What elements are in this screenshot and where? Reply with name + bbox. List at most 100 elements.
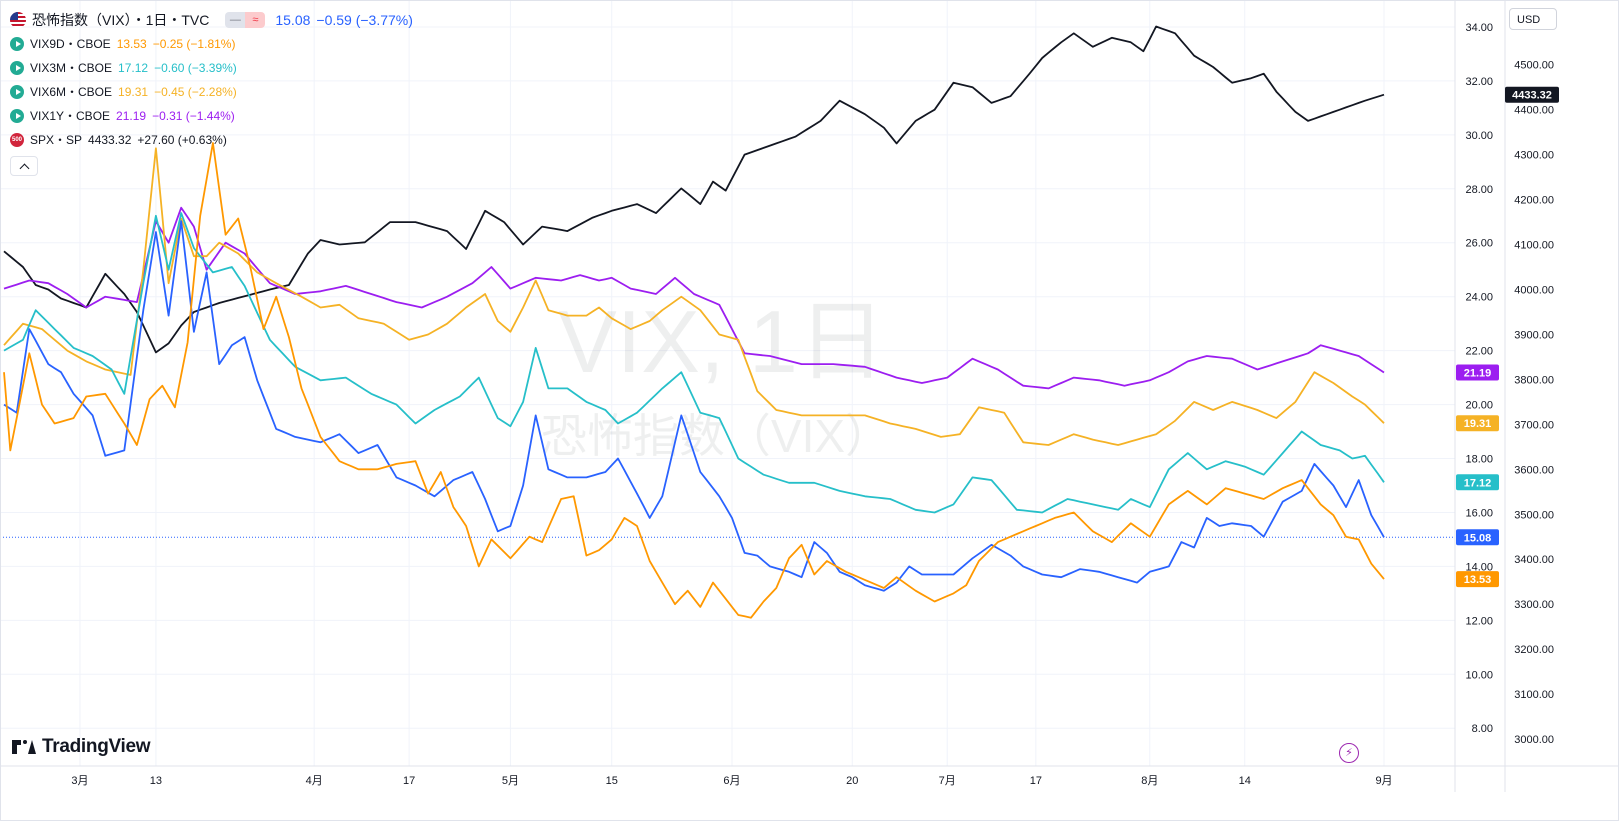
legend-series-row[interactable]: 500 SPX・SP 4433.32 +27.60 (+0.63%) xyxy=(10,128,413,152)
legend-collapse-button[interactable] xyxy=(10,156,38,176)
legend-symbol: SPX・SP xyxy=(30,133,83,147)
series-line-vix9d xyxy=(3,142,1385,619)
main-symbol-title: 恐怖指数（VIX）・1日・TVC xyxy=(32,12,210,28)
time-axis-tick-label: 20 xyxy=(846,775,858,787)
left-scale-tick-label: 10.00 xyxy=(1465,669,1493,681)
right-scale-tick-label: 3700.00 xyxy=(1514,419,1554,431)
play-circle-icon xyxy=(10,109,24,123)
legend-main-row[interactable]: 恐怖指数（VIX）・1日・TVC — ≈ 15.08 −0.59 (−3.77%… xyxy=(10,8,413,32)
series-line-vix xyxy=(3,220,1385,592)
right-scale-tick-label: 3600.00 xyxy=(1514,464,1554,476)
time-axis-tick-label: 9月 xyxy=(1375,775,1392,787)
right-scale-tick-label: 3100.00 xyxy=(1514,689,1554,701)
time-axis-tick-label: 15 xyxy=(606,775,618,787)
series-line-vix1y xyxy=(3,206,1385,390)
right-scale-tick-label: 3300.00 xyxy=(1514,599,1554,611)
minus-icon: — xyxy=(225,12,246,28)
right-scale-tick-label: 4400.00 xyxy=(1514,105,1554,117)
tradingview-logo[interactable]: TradingView xyxy=(12,736,151,758)
right-scale-tick-label: 4200.00 xyxy=(1514,195,1554,207)
right-scale-tick-label: 3800.00 xyxy=(1514,374,1554,386)
time-axis-tick-label: 17 xyxy=(1030,775,1042,787)
series-line-spx xyxy=(3,25,1385,354)
us-flag-icon xyxy=(10,12,26,28)
left-scale-tick-label: 32.00 xyxy=(1465,76,1493,88)
series-line-vix6m xyxy=(3,147,1385,446)
flash-icon[interactable]: ⚡ xyxy=(1339,743,1359,763)
last-value-badge xyxy=(1456,364,1499,381)
legend-series-row[interactable]: VIX3M・CBOE 17.12 −0.60 (−3.39%) xyxy=(10,56,413,80)
time-axis-tick-label: 4月 xyxy=(306,775,323,787)
last-value-badge xyxy=(1505,86,1559,103)
series-line-vix3m xyxy=(3,212,1385,514)
legend-symbol: VIX1Y・CBOE xyxy=(30,109,111,123)
left-scale-tick-label: 14.00 xyxy=(1465,561,1493,573)
legend-symbol: VIX6M・CBOE xyxy=(30,85,113,99)
time-axis-tick-label: 14 xyxy=(1239,775,1251,787)
time-axis-tick-label: 17 xyxy=(403,775,415,787)
legend-series-row[interactable]: VIX1Y・CBOE 21.19 −0.31 (−1.44%) xyxy=(10,104,413,128)
legend-change: −0.60 (−3.39%) xyxy=(154,61,237,75)
legend-symbol: VIX9D・CBOE xyxy=(30,37,111,51)
legend-series-list: VIX9D・CBOE 13.53 −0.25 (−1.81%) VIX3M・CBOE 1… xyxy=(10,32,413,152)
play-circle-icon xyxy=(10,37,24,51)
left-scale-tick-label: 12.00 xyxy=(1465,615,1493,627)
legend-pill[interactable]: — ≈ xyxy=(225,12,266,28)
right-scale-tick-label: 4000.00 xyxy=(1514,284,1554,296)
time-axis-tick-label: 13 xyxy=(150,775,162,787)
left-scale-tick-label: 34.00 xyxy=(1465,22,1493,34)
last-value-label: 13.53 xyxy=(1464,574,1492,586)
right-scale-tick-label: 4100.00 xyxy=(1514,240,1554,252)
time-axis-tick-label: 3月 xyxy=(71,775,88,787)
legend-value: 21.19 xyxy=(116,109,147,123)
play-circle-icon xyxy=(10,85,24,99)
last-value-label: 4433.32 xyxy=(1512,90,1552,102)
spx-500-icon: 500 xyxy=(10,133,24,147)
right-scale-tick-label: 3500.00 xyxy=(1514,509,1554,521)
right-scale-tick-label: 4300.00 xyxy=(1514,150,1554,162)
last-value-label: 15.08 xyxy=(1464,532,1492,544)
right-scale-tick-label: 3000.00 xyxy=(1514,734,1554,746)
legend-change: −0.25 (−1.81%) xyxy=(152,37,236,51)
left-scale-tick-label: 8.00 xyxy=(1472,723,1493,735)
watermark-title: VIX, 1日 xyxy=(558,292,886,391)
last-value-label: 21.19 xyxy=(1464,367,1492,379)
legend-series-row[interactable]: VIX6M・CBOE 19.31 −0.45 (−2.28%) xyxy=(10,80,413,104)
left-scale-tick-label: 26.00 xyxy=(1465,238,1493,250)
legend-symbol: VIX3M・CBOE xyxy=(30,61,113,75)
legend: 恐怖指数（VIX）・1日・TVC — ≈ 15.08 −0.59 (−3.77%… xyxy=(10,8,413,176)
legend-value: 4433.32 xyxy=(88,133,132,147)
right-scale-tick-label: 3900.00 xyxy=(1514,329,1554,341)
last-value-badge xyxy=(1456,571,1499,588)
main-change: −0.59 (−3.77%) xyxy=(316,12,413,28)
legend-value: 13.53 xyxy=(116,37,147,51)
last-value-label: 19.31 xyxy=(1464,418,1492,430)
last-value-label: 17.12 xyxy=(1464,477,1492,489)
approx-icon: ≈ xyxy=(245,12,266,28)
left-scale-tick-label: 20.00 xyxy=(1465,400,1493,412)
tradingview-logo-icon xyxy=(12,740,36,754)
last-value-badge xyxy=(1456,474,1499,491)
legend-series-row[interactable]: VIX9D・CBOE 13.53 −0.25 (−1.81%) xyxy=(10,32,413,56)
legend-value: 19.31 xyxy=(118,85,149,99)
left-scale-tick-label: 28.00 xyxy=(1465,184,1493,196)
legend-change: −0.31 (−1.44%) xyxy=(152,109,235,123)
right-scale-tick-label: 4500.00 xyxy=(1514,60,1554,72)
right-scale-tick-label: 3200.00 xyxy=(1514,644,1554,656)
left-scale-tick-label: 22.00 xyxy=(1465,346,1493,358)
time-axis-tick-label: 8月 xyxy=(1141,775,1158,787)
last-value-badge xyxy=(1456,415,1499,432)
left-scale-tick-label: 18.00 xyxy=(1465,454,1493,466)
chevron-up-icon xyxy=(19,163,29,173)
left-scale-tick-label: 16.00 xyxy=(1465,507,1493,519)
time-axis-tick-label: 6月 xyxy=(723,775,740,787)
currency-button[interactable]: USD xyxy=(1509,8,1557,30)
legend-value: 17.12 xyxy=(118,61,149,75)
last-value-badge xyxy=(1456,529,1499,546)
logo-text: TradingView xyxy=(42,736,151,757)
play-circle-icon xyxy=(10,61,24,75)
left-scale-tick-label: 24.00 xyxy=(1465,292,1493,304)
main-value: 15.08 xyxy=(275,12,311,28)
